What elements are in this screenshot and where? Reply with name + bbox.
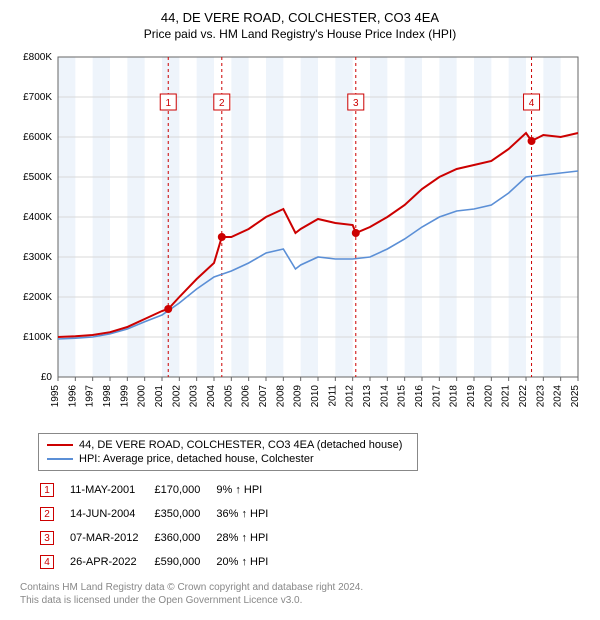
svg-text:2020: 2020 <box>483 385 494 408</box>
svg-text:2017: 2017 <box>431 385 442 408</box>
svg-text:1995: 1995 <box>50 385 61 408</box>
svg-text:2002: 2002 <box>171 385 182 408</box>
svg-text:2004: 2004 <box>206 385 217 408</box>
sale-delta: 20% ↑ HPI <box>216 551 282 573</box>
table-row: 3 07-MAR-2012£360,00028% ↑ HPI <box>40 527 282 549</box>
svg-text:2009: 2009 <box>293 385 304 408</box>
svg-text:2018: 2018 <box>449 385 460 408</box>
sales-table: 1 11-MAY-2001£170,0009% ↑ HPI 2 14-JUN-2004… <box>38 477 284 575</box>
svg-text:1997: 1997 <box>85 385 96 408</box>
sale-point-3 <box>352 229 360 237</box>
svg-text:2011: 2011 <box>327 385 338 407</box>
svg-text:2005: 2005 <box>223 385 234 408</box>
svg-text:2010: 2010 <box>310 385 321 408</box>
legend-label: 44, DE VERE ROAD, COLCHESTER, CO3 4EA (d… <box>79 439 402 451</box>
sale-point-2 <box>218 233 226 241</box>
footer: Contains HM Land Registry data © Crown c… <box>20 581 590 607</box>
table-row: 1 11-MAY-2001£170,0009% ↑ HPI <box>40 479 282 501</box>
svg-text:2016: 2016 <box>414 385 425 408</box>
svg-text:2013: 2013 <box>362 385 373 408</box>
svg-text:2000: 2000 <box>137 385 148 408</box>
legend-swatch <box>47 458 73 460</box>
title-sub: Price paid vs. HM Land Registry's House … <box>10 27 590 41</box>
svg-text:2008: 2008 <box>275 385 286 408</box>
svg-text:3: 3 <box>353 98 359 109</box>
svg-text:1999: 1999 <box>119 385 130 408</box>
svg-text:2022: 2022 <box>518 385 529 408</box>
sale-point-1 <box>164 305 172 313</box>
svg-text:£800K: £800K <box>23 52 52 63</box>
svg-text:2023: 2023 <box>535 385 546 408</box>
svg-text:1996: 1996 <box>67 385 78 408</box>
svg-text:2024: 2024 <box>553 385 564 408</box>
svg-text:2019: 2019 <box>466 385 477 408</box>
footer-line2: This data is licensed under the Open Gov… <box>20 595 302 606</box>
sale-price: £350,000 <box>154 503 214 525</box>
svg-text:£700K: £700K <box>23 92 52 103</box>
sale-marker: 3 <box>40 531 54 545</box>
svg-text:2007: 2007 <box>258 385 269 408</box>
table-row: 4 26-APR-2022£590,00020% ↑ HPI <box>40 551 282 573</box>
sale-marker: 2 <box>40 507 54 521</box>
svg-text:2021: 2021 <box>501 385 512 408</box>
price-chart: £0 £100K £200K £300K £400K £500K £600K £700K £80… <box>10 47 590 427</box>
chart-title-block: 44, DE VERE ROAD, COLCHESTER, CO3 4EA Pr… <box>10 10 590 41</box>
title-main: 44, DE VERE ROAD, COLCHESTER, CO3 4EA <box>10 10 590 25</box>
svg-text:2015: 2015 <box>397 385 408 408</box>
svg-text:£400K: £400K <box>23 212 52 223</box>
sale-price: £170,000 <box>154 479 214 501</box>
table-row: 2 14-JUN-2004£350,00036% ↑ HPI <box>40 503 282 525</box>
svg-text:£600K: £600K <box>23 132 52 143</box>
svg-text:2025: 2025 <box>570 385 581 408</box>
chart-container: £0 £100K £200K £300K £400K £500K £600K £700K £80… <box>10 47 590 427</box>
sale-delta: 28% ↑ HPI <box>216 527 282 549</box>
sale-delta: 9% ↑ HPI <box>216 479 282 501</box>
svg-text:1998: 1998 <box>102 385 113 408</box>
legend-label: HPI: Average price, detached house, Colc… <box>79 453 314 465</box>
svg-text:4: 4 <box>529 98 535 109</box>
svg-text:£300K: £300K <box>23 252 52 263</box>
sale-price: £360,000 <box>154 527 214 549</box>
sale-price: £590,000 <box>154 551 214 573</box>
legend-row: 44, DE VERE ROAD, COLCHESTER, CO3 4EA (d… <box>47 438 409 452</box>
svg-text:2006: 2006 <box>241 385 252 408</box>
svg-text:2003: 2003 <box>189 385 200 408</box>
svg-text:£0: £0 <box>41 372 53 383</box>
svg-text:2014: 2014 <box>379 385 390 408</box>
svg-text:£500K: £500K <box>23 172 52 183</box>
sale-date: 14-JUN-2004 <box>70 503 152 525</box>
sale-marker: 4 <box>40 555 54 569</box>
svg-text:£100K: £100K <box>23 332 52 343</box>
sale-marker: 1 <box>40 483 54 497</box>
footer-line1: Contains HM Land Registry data © Crown c… <box>20 582 363 593</box>
legend-row: HPI: Average price, detached house, Colc… <box>47 452 409 466</box>
legend-swatch <box>47 444 73 446</box>
sale-date: 11-MAY-2001 <box>70 479 152 501</box>
sale-delta: 36% ↑ HPI <box>216 503 282 525</box>
svg-text:2012: 2012 <box>345 385 356 408</box>
svg-text:1: 1 <box>165 98 171 109</box>
legend: 44, DE VERE ROAD, COLCHESTER, CO3 4EA (d… <box>38 433 418 471</box>
svg-text:2: 2 <box>219 98 225 109</box>
svg-text:2001: 2001 <box>154 385 165 408</box>
svg-text:£200K: £200K <box>23 292 52 303</box>
sale-date: 07-MAR-2012 <box>70 527 152 549</box>
sale-point-4 <box>528 137 536 145</box>
sale-date: 26-APR-2022 <box>70 551 152 573</box>
